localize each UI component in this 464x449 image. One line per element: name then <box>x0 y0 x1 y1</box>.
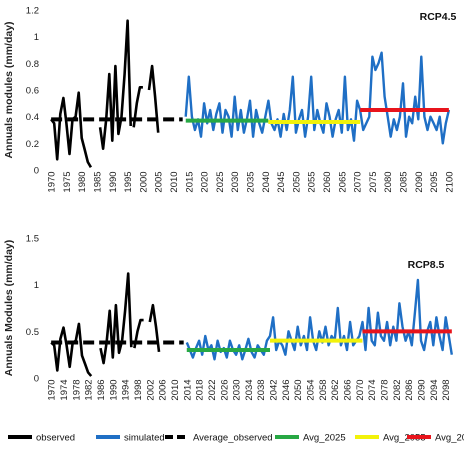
x-tick-label: 2070 <box>353 171 364 192</box>
x-tick-label: 2082 <box>392 379 403 400</box>
x-tick-label: 2060 <box>322 171 333 192</box>
x-tick-label: 2020 <box>200 171 211 192</box>
legend-label-avg2055: Avg_2055 <box>383 433 426 444</box>
x-tick-label: 1978 <box>71 379 82 400</box>
legend-label-avg2085: Avg_2085 <box>435 433 464 444</box>
x-tick-label: 2074 <box>367 379 378 400</box>
x-tick-label: 2030 <box>230 171 241 192</box>
y-tick-label: 1.5 <box>26 234 39 245</box>
chart-rcp45: 0 0.2 0.4 0.6 0.8 1 1.2 1970 1975 1980 1985 1990 199… <box>3 6 457 193</box>
x-tick-label: 1982 <box>84 379 95 400</box>
series-observed-line <box>148 303 161 353</box>
series-observed-line <box>98 19 132 150</box>
series-observed-line <box>133 318 144 349</box>
x-tick-label: 1985 <box>93 171 104 192</box>
x-tick-label: 2042 <box>269 379 280 400</box>
x-tick-label: 1998 <box>133 379 144 400</box>
x-tick-label: 2058 <box>318 379 329 400</box>
x-tick-label: 2090 <box>414 171 425 192</box>
x-tick-label: 2014 <box>182 379 193 400</box>
series-observed-line <box>50 322 93 377</box>
x-tick-label: 2090 <box>417 379 428 400</box>
x-tick-label: 2018 <box>195 379 206 400</box>
x-tick-label: 2050 <box>291 171 302 192</box>
x-tick-label: 2062 <box>330 379 341 400</box>
x-tick-label: 1986 <box>96 379 107 400</box>
x-tick-label: 1970 <box>47 171 58 192</box>
x-tick-label: 2038 <box>256 379 267 400</box>
x-tick-label: 2100 <box>444 171 455 192</box>
series-observed-line <box>132 86 143 128</box>
series-observed-line <box>50 91 93 168</box>
x-tick-label: 1995 <box>123 171 134 192</box>
x-tick-label: 2086 <box>404 379 415 400</box>
y-tick-label: 1.2 <box>26 6 39 17</box>
series-simulated-line <box>185 278 453 361</box>
x-tick-label: 2066 <box>343 379 354 400</box>
x-tick-label: 1980 <box>77 171 88 192</box>
x-tick-label: 1990 <box>108 171 119 192</box>
x-tick-label: 2085 <box>398 171 409 192</box>
x-tick-label: 2054 <box>306 379 317 400</box>
x-tick-label: 2006 <box>158 379 169 400</box>
series-simulated-line <box>184 51 451 145</box>
y-tick-label: 0.8 <box>26 59 39 70</box>
y-tick-label: 1 <box>34 32 39 43</box>
x-tick-label: 2055 <box>307 171 318 192</box>
x-tick-label: 1994 <box>121 379 132 400</box>
x-tick-label: 2098 <box>441 379 452 400</box>
x-tick-label: 2094 <box>429 379 440 400</box>
x-tick-label: 2046 <box>281 379 292 400</box>
x-tick-label: 2065 <box>337 171 348 192</box>
x-tick-label: 2080 <box>383 171 394 192</box>
scenario-label: RCP4.5 <box>420 11 457 23</box>
x-tick-label: 2025 <box>215 171 226 192</box>
x-tick-label: 2010 <box>169 171 180 192</box>
legend: observed simulated Average_observed Avg_202… <box>8 433 464 444</box>
x-tick-label: 1974 <box>59 379 70 400</box>
x-tick-label: 2034 <box>244 379 255 400</box>
y-axis-label: Annuals modules (mm/day) <box>3 21 15 158</box>
legend-label-observed: observed <box>36 433 75 444</box>
series-observed-line <box>99 272 133 365</box>
legend-label-simulated: simulated <box>124 433 165 444</box>
x-tick-label: 2002 <box>145 379 156 400</box>
x-tick-label: 2015 <box>184 171 195 192</box>
y-axis-label: Annuals Modules (mm/day) <box>3 240 15 377</box>
x-tick-label: 2070 <box>355 379 366 400</box>
x-tick-label: 1970 <box>47 379 58 400</box>
chart-rcp85: 0 0.5 1 1.5 1970 1974 1978 1982 1986 1990 1994 1998… <box>3 234 453 401</box>
x-tick-label: 2030 <box>232 379 243 400</box>
legend-label-avg2025: Avg_2025 <box>303 433 346 444</box>
x-tick-label: 1975 <box>62 171 73 192</box>
y-tick-label: 0.2 <box>26 139 39 150</box>
x-tick-label: 2010 <box>170 379 181 400</box>
x-tick-label: 2035 <box>246 171 257 192</box>
x-tick-label: 2075 <box>368 171 379 192</box>
legend-label-avg_obs: Average_observed <box>193 433 273 444</box>
y-tick-label: 0.4 <box>26 112 39 123</box>
y-tick-label: 0 <box>34 166 39 177</box>
scenario-label: RCP8.5 <box>408 259 445 271</box>
x-tick-label: 1990 <box>108 379 119 400</box>
x-tick-label: 2022 <box>207 379 218 400</box>
x-tick-label: 2000 <box>138 171 149 192</box>
x-tick-label: 2095 <box>429 171 440 192</box>
x-tick-label: 2026 <box>219 379 230 400</box>
x-tick-label: 2045 <box>276 171 287 192</box>
y-tick-label: 0.6 <box>26 86 39 97</box>
x-tick-label: 2078 <box>380 379 391 400</box>
x-tick-label: 2040 <box>261 171 272 192</box>
x-tick-label: 2005 <box>154 171 165 192</box>
y-tick-label: 0 <box>34 374 39 385</box>
series-observed-line <box>147 64 160 133</box>
x-tick-label: 2050 <box>293 379 304 400</box>
y-tick-label: 1 <box>34 280 39 291</box>
y-tick-label: 0.5 <box>26 327 39 338</box>
